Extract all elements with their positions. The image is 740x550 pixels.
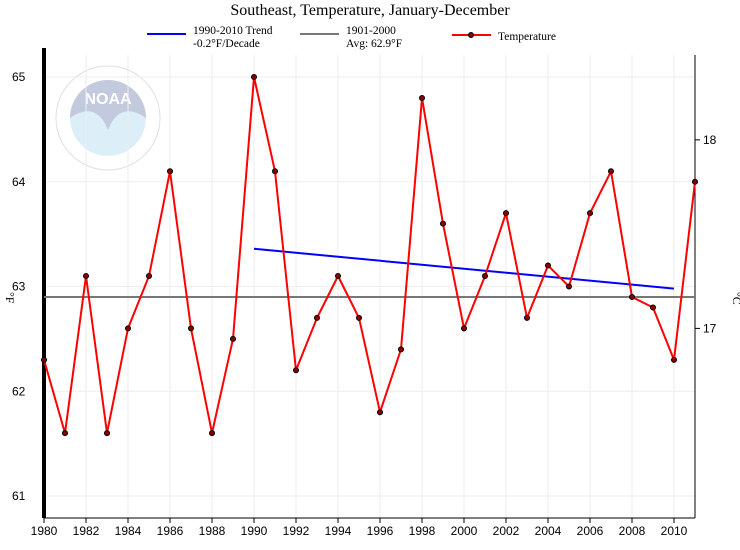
x-tick-label: 2008 — [619, 524, 646, 538]
x-tick-label: 2002 — [493, 524, 520, 538]
y-axis-label-left: °F — [3, 292, 17, 304]
temperature-point — [629, 293, 635, 300]
y-right-tick-label: 18 — [703, 133, 717, 147]
x-tick-label: 1986 — [157, 524, 184, 538]
x-tick-label: 2004 — [535, 524, 562, 538]
temperature-point — [650, 304, 656, 311]
y-tick-label: 62 — [12, 384, 26, 398]
x-tick-label: 1994 — [325, 524, 352, 538]
temperature-point — [251, 74, 257, 80]
x-tick-label: 1988 — [199, 524, 226, 538]
temperature-point — [125, 325, 131, 332]
y-tick-label: 64 — [12, 175, 26, 189]
trend-line — [253, 247, 675, 290]
temperature-point — [167, 168, 173, 175]
temperature-point — [62, 430, 68, 437]
x-tick-label: 1996 — [367, 524, 394, 538]
temperature-point — [188, 325, 194, 332]
temperature-line — [43, 76, 696, 434]
y-tick-label: 61 — [12, 489, 26, 503]
temperature-point — [503, 210, 509, 217]
y-tick-label: 65 — [12, 70, 26, 84]
temperature-point — [692, 178, 698, 185]
x-tick-label: 1984 — [115, 524, 142, 538]
temperature-point — [461, 325, 467, 332]
x-tick-label: 1982 — [73, 524, 100, 538]
y-right-tick-label: 17 — [703, 321, 717, 335]
legend-average-label1: 1901-2000 — [346, 25, 396, 37]
temperature-point — [524, 314, 530, 321]
temperature-point — [608, 168, 614, 175]
x-tick-label: 2000 — [451, 524, 478, 538]
temperature-point — [377, 409, 383, 416]
legend: 1990-2010 Trend -0.2°F/Decade 1901-2000 … — [147, 25, 556, 50]
temperature-point — [83, 273, 89, 280]
legend-temperature-marker — [468, 32, 474, 38]
legend-average-label2: Avg: 62.9°F — [346, 38, 402, 50]
temperature-point — [272, 168, 278, 175]
legend-trend-label1: 1990-2010 Trend — [193, 25, 273, 37]
temperature-point — [671, 356, 677, 363]
legend-temperature-label: Temperature — [498, 31, 556, 43]
temperature-point — [419, 94, 425, 101]
x-tick-label: 1992 — [283, 524, 310, 538]
y-tick-label: 63 — [12, 280, 26, 294]
chart-title: Southeast, Temperature, January-December — [230, 2, 510, 19]
noaa-logo: NOAA — [55, 65, 161, 171]
temperature-point — [587, 210, 593, 217]
x-tick-label: 2010 — [661, 524, 688, 538]
svg-text:NOAA: NOAA — [84, 91, 132, 108]
x-tick-label: 2006 — [577, 524, 604, 538]
temperature-point — [398, 346, 404, 353]
y-axis-label-right: °C — [730, 292, 740, 305]
temperature-point — [314, 314, 320, 321]
temperature-point — [209, 430, 215, 437]
x-tick-label: 1990 — [241, 524, 268, 538]
legend-trend-label2: -0.2°F/Decade — [193, 38, 260, 50]
temperature-point — [230, 335, 236, 342]
temperature-point — [104, 430, 110, 437]
x-tick-label: 1980 — [31, 524, 58, 538]
grid — [43, 55, 695, 518]
temperature-point — [41, 356, 47, 363]
temperature-point — [545, 262, 551, 269]
temperature-point — [566, 283, 572, 290]
x-tick-label: 1998 — [409, 524, 436, 538]
temperature-point — [335, 273, 341, 280]
temperature-point — [293, 367, 299, 374]
temperature-point — [356, 314, 362, 321]
temperature-point — [482, 273, 488, 280]
temperature-point — [440, 220, 446, 227]
temperature-point — [146, 273, 152, 280]
